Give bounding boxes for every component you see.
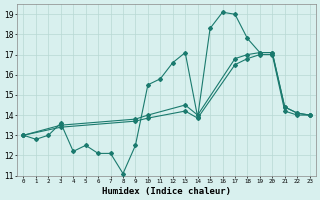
X-axis label: Humidex (Indice chaleur): Humidex (Indice chaleur): [102, 187, 231, 196]
